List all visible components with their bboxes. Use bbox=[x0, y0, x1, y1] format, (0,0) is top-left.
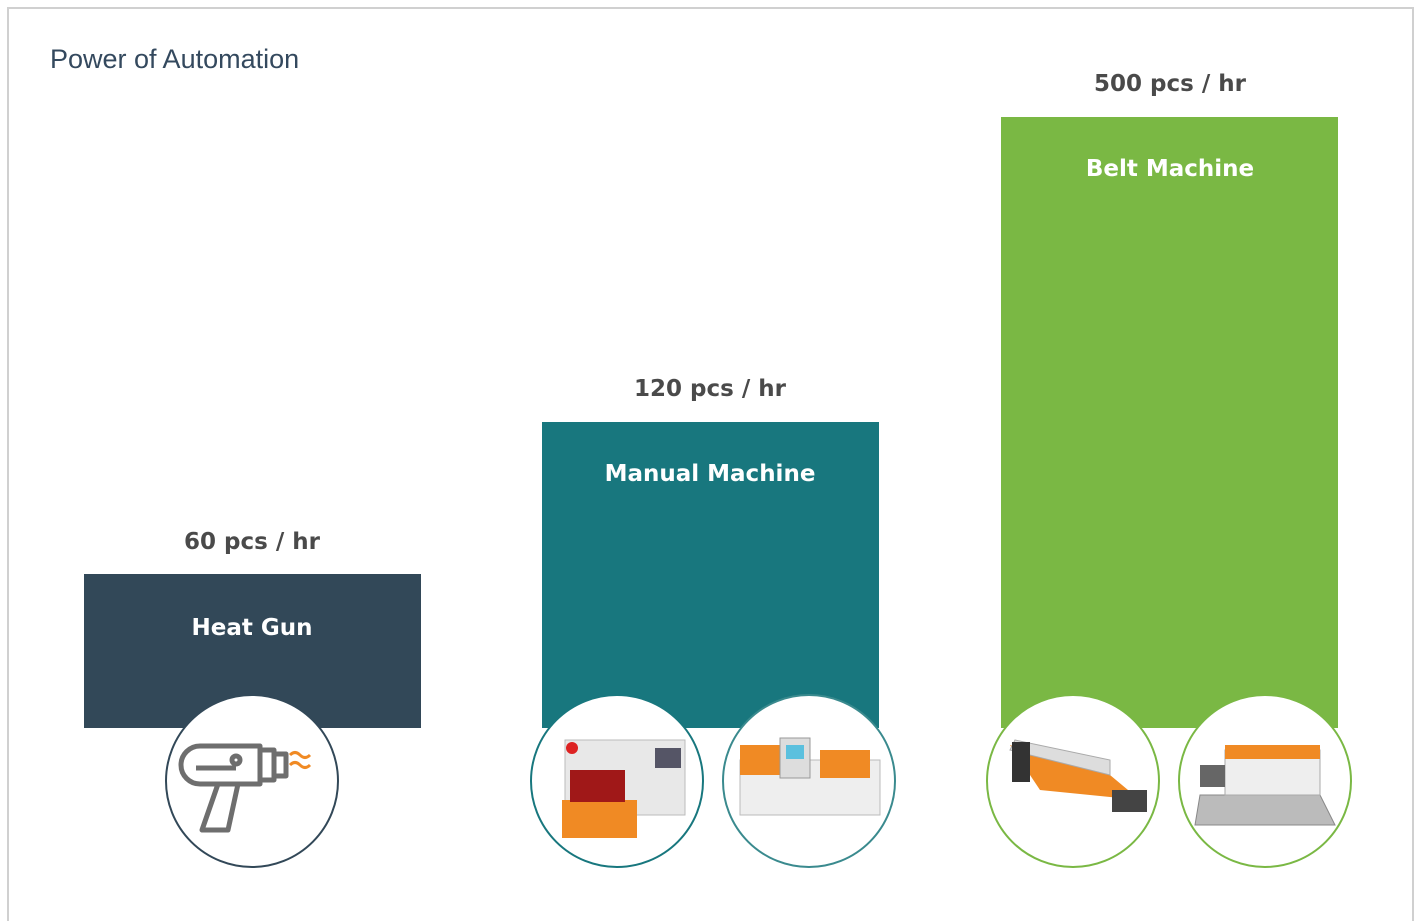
title: Power of Automation bbox=[50, 44, 299, 74]
bar-label: Manual Machine bbox=[605, 461, 816, 487]
machine-image bbox=[739, 737, 881, 816]
bar-label: Heat Gun bbox=[192, 615, 313, 641]
machine-image bbox=[1009, 739, 1147, 812]
machine-image bbox=[562, 739, 686, 838]
rate-label: 500 pcs / hr bbox=[1094, 71, 1247, 97]
bar bbox=[1001, 117, 1338, 728]
heat-icon bbox=[288, 751, 312, 769]
rate-label: 120 pcs / hr bbox=[634, 376, 787, 402]
machine-image bbox=[1194, 745, 1336, 826]
rate-label: 60 pcs / hr bbox=[184, 529, 321, 555]
bar bbox=[542, 422, 879, 728]
heat-gun-icon bbox=[178, 743, 289, 833]
product-circle bbox=[165, 694, 339, 868]
bar-label: Belt Machine bbox=[1086, 156, 1254, 182]
frame bbox=[7, 7, 1414, 921]
